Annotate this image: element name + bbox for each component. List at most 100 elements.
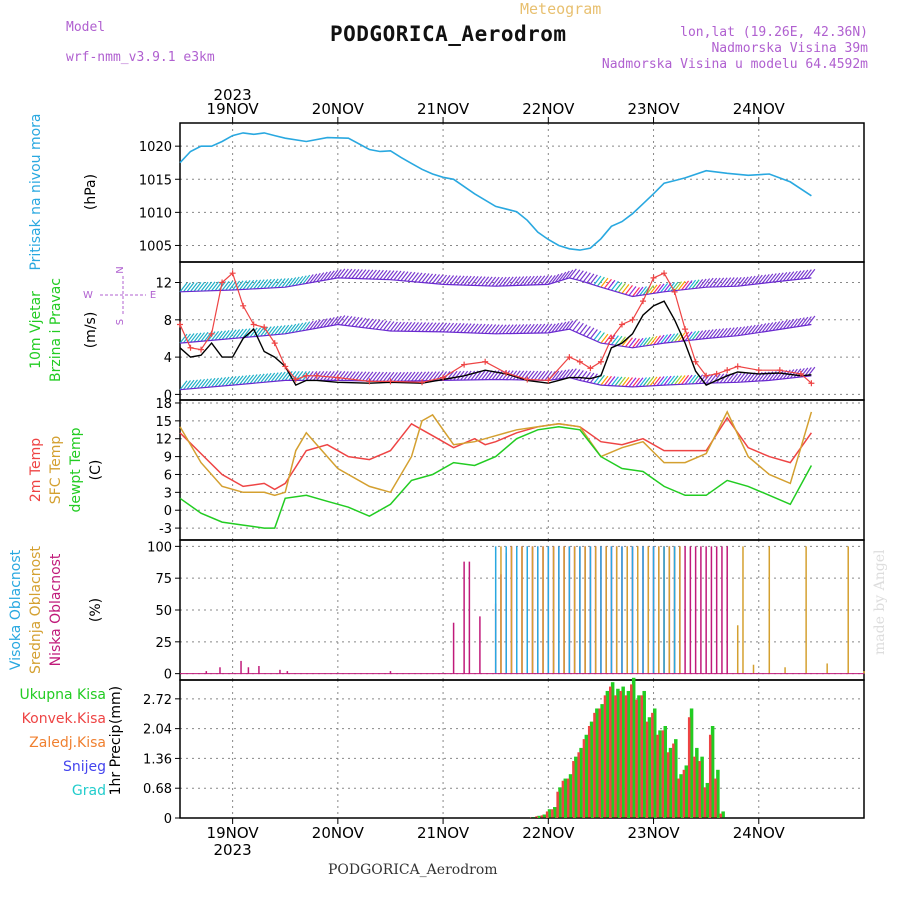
- wind-barb: [298, 275, 307, 286]
- precip-bar-total_precip: [558, 787, 562, 818]
- wind-barb: [204, 281, 213, 292]
- wind-barb: [183, 282, 191, 293]
- precip-bar-total_precip: [679, 774, 683, 818]
- precip-bar-total_precip: [674, 739, 678, 818]
- wind-barb: [225, 329, 234, 340]
- wind-barb: [337, 268, 346, 279]
- wind-barb: [751, 275, 760, 285]
- wind-barb: [519, 323, 528, 334]
- wind-barb: [632, 338, 640, 349]
- wind-barb: [274, 325, 283, 336]
- wind-gust-marker: [313, 372, 320, 379]
- y-tick-label-temperature: 9: [164, 451, 172, 466]
- precip-bar-convective_precip: [708, 734, 712, 818]
- wind-barb: [670, 332, 679, 343]
- wind-barb: [414, 371, 423, 382]
- wind-barb: [617, 376, 626, 387]
- wind-barb: [684, 374, 693, 385]
- wind-barb: [632, 287, 640, 297]
- wind-barb: [267, 278, 276, 289]
- wind-barb: [789, 318, 798, 329]
- y-tick-label-precip: 1.36: [143, 752, 172, 767]
- wind-barb: [702, 329, 711, 340]
- precip-bar-total_precip: [695, 747, 699, 818]
- ylabel-wind-sub: Brzina i Pravac: [48, 278, 64, 382]
- wind-barb: [558, 369, 567, 380]
- wind-barb: [544, 370, 553, 381]
- wind-barb: [337, 371, 346, 381]
- ylabel-unit-pressure: (hPa): [83, 174, 99, 210]
- precip-bar-convective_precip: [603, 695, 607, 818]
- wind-barb: [256, 373, 265, 384]
- wind-barb: [558, 321, 567, 332]
- wind-barb: [179, 333, 188, 344]
- y-tick-label-temperature: 12: [155, 433, 172, 448]
- date-label-top: 22NOV: [522, 100, 575, 118]
- wind-barb: [386, 371, 395, 382]
- wind-barb: [582, 272, 591, 283]
- wind-barb: [281, 371, 290, 382]
- wind-barb: [375, 371, 384, 382]
- precip-bar-total_precip: [584, 734, 589, 818]
- wind-barb: [193, 332, 202, 343]
- wind-barb: [309, 273, 318, 284]
- wind-gust-marker: [629, 316, 636, 323]
- wind-barb: [716, 328, 725, 338]
- wind-barb: [179, 380, 188, 391]
- wind-barb: [372, 371, 381, 382]
- wind-barb: [449, 322, 458, 333]
- wind-barb: [660, 334, 669, 345]
- wind-barb: [277, 371, 286, 382]
- precip-bar-total_precip: [626, 690, 631, 818]
- precip-bar-total_precip: [647, 717, 652, 818]
- wind-barb: [312, 272, 321, 283]
- wind-barb: [295, 275, 304, 286]
- model-name: wrf-nmm_v3.9.1 e3km: [66, 50, 215, 65]
- wind-barb: [646, 336, 654, 347]
- wind-barb: [340, 315, 349, 326]
- wind-barb: [702, 278, 711, 288]
- wind-barb: [649, 335, 658, 346]
- wind-barb: [516, 370, 525, 381]
- wind-barb: [249, 374, 258, 384]
- wind-barb: [295, 322, 304, 333]
- wind-barb: [453, 275, 462, 286]
- wind-barb: [786, 318, 795, 329]
- wind-gust-marker: [219, 279, 226, 286]
- ylabel-cloud-high: Visoka Oblacnost: [8, 549, 24, 670]
- wind-barb: [446, 322, 455, 333]
- wind-gust-marker: [482, 358, 489, 365]
- wind-barb: [691, 374, 700, 385]
- wind-barb: [239, 280, 248, 290]
- wind-barb: [730, 326, 739, 337]
- precip-bar-convective_precip: [624, 695, 628, 818]
- wind-barb: [642, 376, 651, 387]
- wind-barb: [537, 323, 546, 334]
- wind-barb: [418, 272, 426, 283]
- wind-barb: [772, 272, 781, 283]
- wind-barb: [442, 275, 451, 285]
- wind-barb: [291, 323, 300, 333]
- wind-barb: [625, 337, 633, 348]
- wind-barb: [397, 371, 405, 382]
- wind-barb: [404, 271, 412, 282]
- wind-barb: [554, 272, 563, 283]
- wind-barb: [218, 330, 227, 341]
- wind-barb: [277, 325, 286, 335]
- precip-bar-convective_precip: [545, 811, 549, 818]
- wind-barb: [610, 335, 619, 346]
- wind-barb: [502, 276, 511, 287]
- ylabel-pressure: Pritisak na nivou mora: [28, 113, 44, 270]
- precip-bar-convective_precip: [672, 743, 675, 818]
- date-label-top: 19NOV: [207, 100, 260, 118]
- wind-gust-marker: [576, 358, 583, 365]
- precip-bar-total_precip: [621, 686, 625, 818]
- wind-barb: [309, 320, 318, 330]
- wind-barb: [421, 371, 430, 382]
- wind-gust-marker: [440, 374, 447, 381]
- wind-barb: [319, 271, 328, 282]
- wind-barb: [190, 379, 198, 390]
- wind-barb: [207, 377, 216, 388]
- wind-gust-marker: [261, 324, 268, 331]
- precip-bar-total_precip: [589, 721, 594, 818]
